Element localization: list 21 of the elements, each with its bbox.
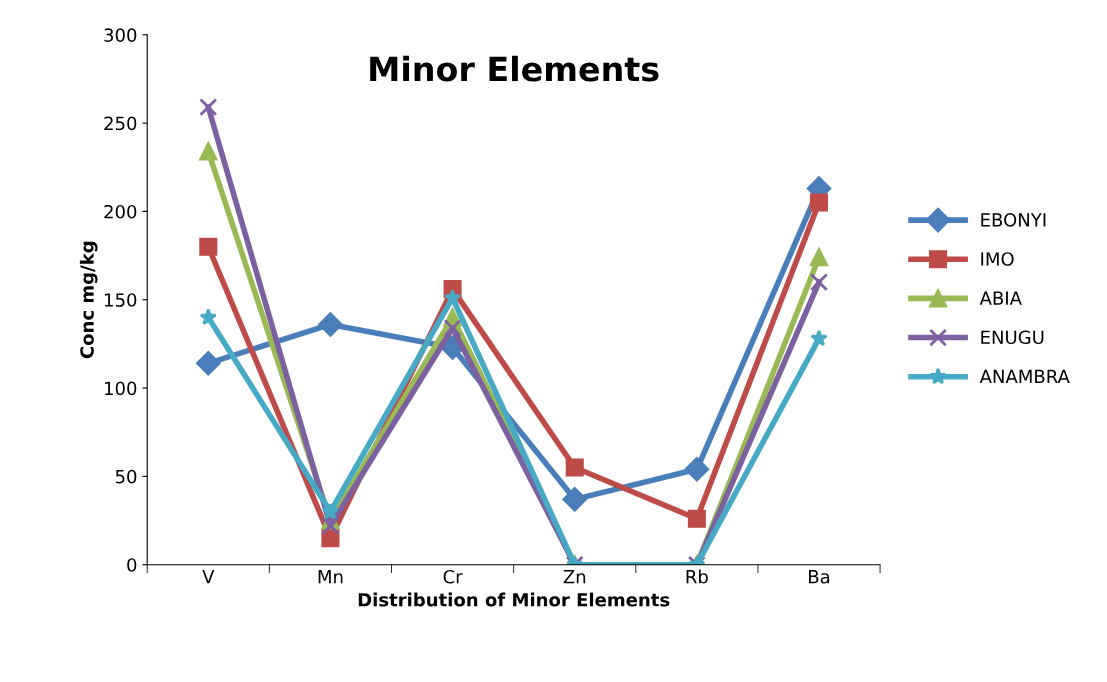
text: Minor Elements xyxy=(370,55,659,82)
legend-label: ENUGU xyxy=(981,330,1044,345)
x-tick-label: V xyxy=(202,570,215,584)
x-tick-label: Ba xyxy=(809,570,830,584)
y-tick-label: 300 xyxy=(104,28,137,42)
legend-label: ANAMBRA xyxy=(979,369,1070,383)
y-axis-title: Conc mg/kg xyxy=(79,241,98,359)
y-tick-label: 0 xyxy=(127,558,137,572)
x-tick-label: Rb xyxy=(686,569,708,584)
legend-label: EBONYI xyxy=(981,213,1046,227)
y-tick-label: 150 xyxy=(105,293,137,307)
y-tick-label: 50 xyxy=(115,469,137,484)
legend-label: ABIA xyxy=(979,291,1022,305)
x-tick-label: Zn xyxy=(563,570,586,584)
y-tick-label: 200 xyxy=(104,204,137,219)
x-tick-label: Cr xyxy=(443,569,463,584)
y-tick-label: 250 xyxy=(104,116,137,131)
y-tick-label: 100 xyxy=(105,381,137,396)
x-tick-label: Mn xyxy=(318,570,343,584)
x-axis-title: Distribution of Minor Elements xyxy=(358,592,670,607)
legend-label: IMO xyxy=(981,252,1014,266)
